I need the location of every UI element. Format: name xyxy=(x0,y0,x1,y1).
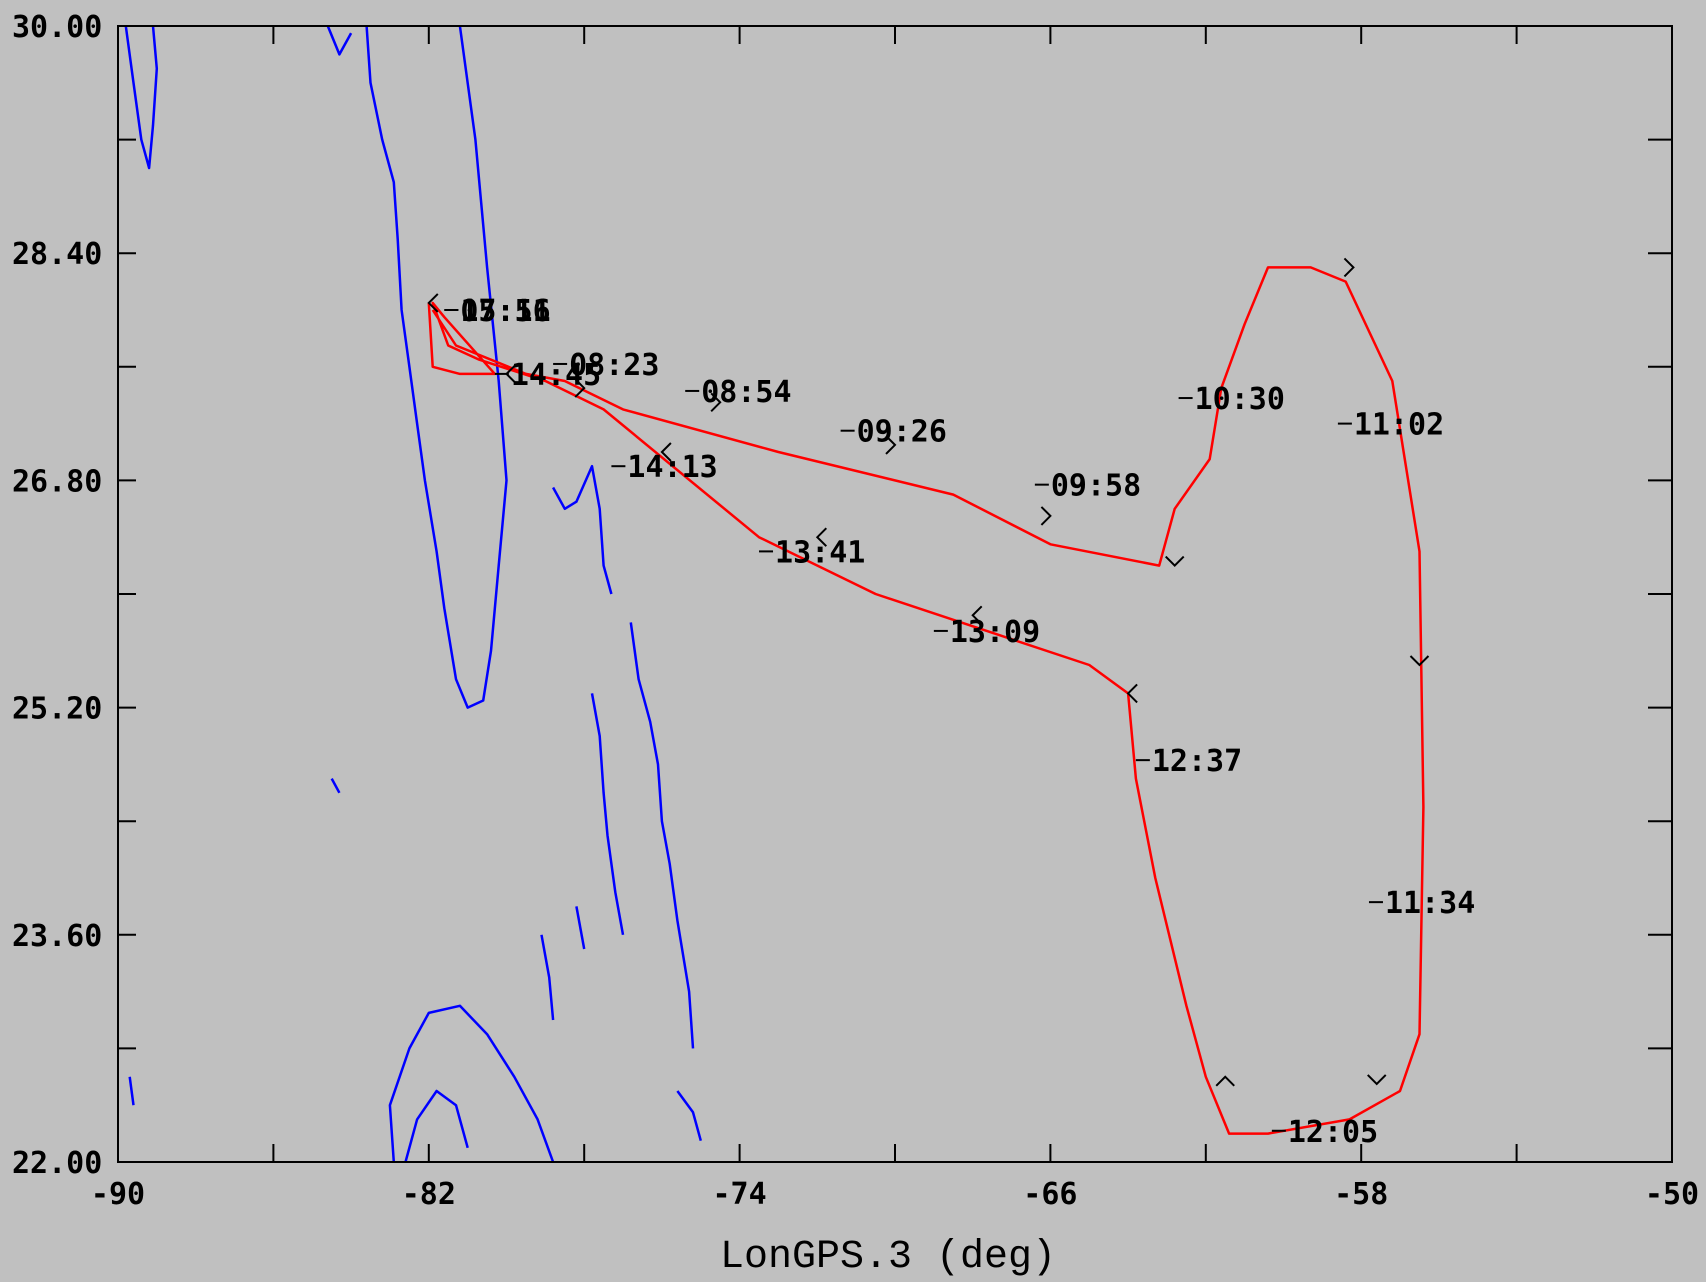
time-label: 11:02 xyxy=(1354,408,1444,443)
coastline xyxy=(128,1076,135,1106)
time-label: 07:51 xyxy=(460,294,550,329)
direction-arrow-icon xyxy=(971,605,983,626)
coastline-layer xyxy=(124,26,703,1162)
time-label: 09:58 xyxy=(1051,469,1141,504)
coastline xyxy=(590,693,625,936)
direction-arrow-icon xyxy=(1367,1074,1387,1086)
direction-arrow-icon xyxy=(1409,655,1430,667)
x-tick-label: -74 xyxy=(713,1177,767,1212)
direction-arrow-icon xyxy=(427,293,439,313)
direction-arrow-icon xyxy=(1215,1075,1235,1087)
coastline xyxy=(575,906,586,950)
direction-arrow-icon xyxy=(1343,257,1355,278)
direction-arrow-icon xyxy=(710,392,722,413)
coastline xyxy=(388,1004,555,1162)
direction-arrow-icon xyxy=(1040,506,1052,526)
coastline xyxy=(404,1089,469,1162)
y-tick-label: 30.00 xyxy=(12,10,102,45)
time-label: 10:30 xyxy=(1195,382,1285,417)
x-tick-label: -50 xyxy=(1645,1177,1699,1212)
time-label: 12:37 xyxy=(1152,744,1242,779)
time-labels-layer: 07:51 08:23 08:54 09:26 09:58 10:30 11:02 11:34… xyxy=(444,294,1475,1150)
coastline xyxy=(552,464,613,595)
direction-arrows-layer xyxy=(427,257,1430,1087)
direction-arrow-icon xyxy=(885,435,897,455)
coastline xyxy=(629,622,695,1049)
time-label: 14:13 xyxy=(627,450,717,485)
time-label: 12:05 xyxy=(1288,1115,1378,1150)
coastline xyxy=(326,26,353,56)
coastline xyxy=(365,26,508,709)
time-label: 08:23 xyxy=(569,348,659,383)
coastline xyxy=(540,934,555,1021)
direction-arrow-icon xyxy=(660,442,672,462)
y-tick-label: 28.40 xyxy=(12,237,102,272)
plot-axes: -90 -82 -74 -66 -58 -50 22.00 23.60 25.20 26.80 28… xyxy=(12,10,1699,1212)
direction-arrow-icon xyxy=(1165,555,1185,568)
y-tick-label: 25.20 xyxy=(12,692,102,727)
coastline xyxy=(330,778,341,794)
coastline xyxy=(124,26,159,170)
direction-arrow-icon xyxy=(815,527,828,547)
y-tick-label: 26.80 xyxy=(12,464,102,499)
time-label: 11:34 xyxy=(1385,886,1475,921)
time-label: 13:09 xyxy=(950,615,1040,650)
x-axis-title: LonGPS.3 (deg) xyxy=(720,1235,1056,1280)
flight-track-layer xyxy=(427,266,1425,1135)
y-tick-label: 23.60 xyxy=(12,919,102,954)
x-tick-label: -82 xyxy=(402,1177,456,1212)
direction-arrow-icon xyxy=(1126,683,1138,704)
x-tick-label: -66 xyxy=(1023,1177,1077,1212)
time-label: 14:45 xyxy=(511,358,601,393)
y-tick-label: 22.00 xyxy=(12,1146,102,1181)
time-label: 08:54 xyxy=(701,375,791,410)
time-label: 15:16 xyxy=(460,294,550,329)
time-label: 09:26 xyxy=(857,415,947,450)
direction-arrow-icon xyxy=(574,378,586,398)
x-tick-label: -58 xyxy=(1334,1177,1388,1212)
coastline xyxy=(676,1090,703,1142)
flight-track-line xyxy=(427,266,1425,1135)
time-label: 13:41 xyxy=(775,535,865,570)
x-tick-label: -90 xyxy=(91,1177,145,1212)
